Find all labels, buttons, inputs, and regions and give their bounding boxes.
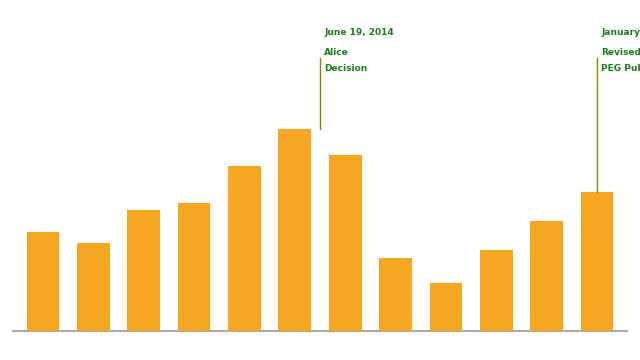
Text: June 19, 2014: June 19, 2014 [324,28,394,37]
Text: Revised: Revised [601,48,640,57]
Bar [127,210,160,331]
Bar [429,283,462,331]
Bar [228,166,261,331]
Bar [480,250,513,331]
Bar [329,155,362,331]
Bar [77,243,109,331]
Bar [178,203,211,331]
Bar [531,221,563,331]
Bar [580,192,613,331]
Text: Decision: Decision [324,64,367,73]
Text: PEG Published: PEG Published [601,64,640,73]
Bar [27,232,60,331]
Text: Alice: Alice [324,48,349,57]
Text: January 7, 2019: January 7, 2019 [601,28,640,37]
Bar [379,258,412,331]
Bar [278,129,311,331]
